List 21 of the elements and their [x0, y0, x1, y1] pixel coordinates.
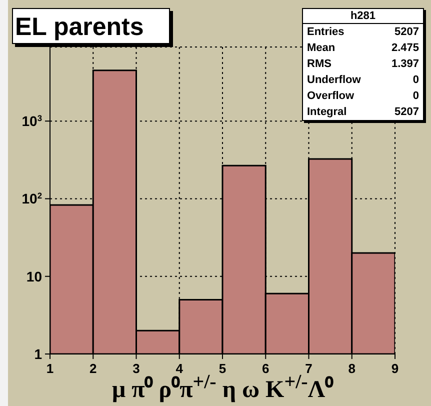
- x-tick-label: 1: [46, 361, 54, 376]
- text: Mean 2.475: [307, 42, 419, 54]
- x-tick-label: 4: [176, 361, 184, 376]
- chart-title: EL parents: [12, 8, 170, 44]
- x-tick-label: 7: [305, 361, 312, 376]
- text: Integral 5207: [307, 106, 419, 118]
- y-tick-label: 10$^{3}$: [22, 113, 42, 130]
- x-tick-label: 5: [218, 361, 226, 376]
- text: RMS 1.397: [307, 58, 419, 70]
- text: Underflow 0: [307, 74, 419, 86]
- x-tick-label: 3: [132, 361, 140, 376]
- x-tick-label: 9: [391, 361, 399, 376]
- x-tick-label: 6: [262, 361, 270, 376]
- x-tick-label: 8: [348, 361, 356, 376]
- text: h281: [303, 9, 423, 24]
- y-tick-label: 10$^{2}$: [22, 190, 42, 207]
- text: Entries 5207: [307, 26, 419, 38]
- x-tick-label: 2: [90, 361, 97, 376]
- y-tick-label: 10: [26, 268, 42, 284]
- text: Overflow 0: [307, 90, 419, 102]
- y-tick-label: 1: [34, 346, 42, 362]
